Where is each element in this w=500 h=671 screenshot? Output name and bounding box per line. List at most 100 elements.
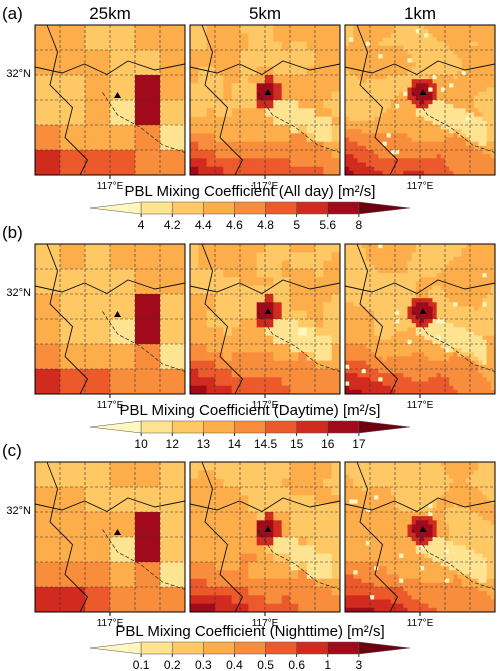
map-cell (407, 145, 412, 151)
map-cell (298, 537, 307, 546)
map-cell (378, 524, 383, 529)
map-cell (345, 141, 350, 147)
map-cell (403, 50, 408, 55)
map-cell (281, 587, 291, 596)
map-cell (449, 373, 454, 378)
map-cell (449, 100, 454, 105)
map-cell (353, 478, 358, 484)
map-cell (190, 587, 199, 596)
map-cell (206, 58, 216, 67)
map-cell (461, 264, 467, 270)
map-cell (399, 54, 404, 59)
map-cell (349, 331, 354, 336)
map-cell (445, 62, 450, 67)
map-cell (390, 285, 396, 291)
map-cell (298, 83, 307, 92)
map-cell (436, 33, 442, 38)
map-cell (390, 112, 396, 117)
map-cell (365, 133, 371, 138)
map-cell (474, 537, 479, 542)
map-cell (470, 507, 475, 513)
map-cell (357, 587, 362, 592)
map-cell (365, 302, 371, 307)
map-cell (206, 269, 216, 278)
map-cell (470, 79, 475, 84)
map-cell (403, 364, 408, 370)
map-cell (370, 125, 375, 130)
map-cell (465, 104, 471, 109)
map-cell (482, 381, 487, 386)
map-cell (436, 549, 442, 554)
map-cell (353, 487, 358, 492)
map-cell (370, 79, 375, 84)
map-cell (298, 66, 307, 76)
map-cell (415, 327, 421, 332)
map-cell (378, 570, 383, 575)
map-cell (365, 162, 371, 167)
map-cell (240, 377, 249, 386)
map-cell (198, 377, 207, 386)
map-cell (206, 260, 216, 270)
map-cell (465, 302, 471, 307)
map-cell (345, 244, 350, 249)
map-cell (298, 327, 307, 336)
map-cell (390, 466, 396, 471)
map-cell (365, 499, 371, 504)
map-cell (323, 83, 332, 92)
map-cell (420, 120, 425, 126)
map-cell (365, 348, 371, 353)
map-cell (428, 87, 433, 92)
map-cell (256, 294, 266, 303)
map-cell (470, 335, 475, 341)
map-cell (395, 289, 400, 295)
map-cell (256, 319, 266, 328)
map-cell (231, 252, 241, 261)
map-cell (420, 45, 425, 51)
map-cell (424, 574, 429, 579)
map-cell (415, 133, 421, 138)
map-cell (449, 507, 454, 513)
map-cell (411, 549, 417, 554)
map-cell (432, 327, 437, 332)
map-cell (256, 244, 266, 253)
map-cell (457, 495, 462, 500)
map-cell (428, 323, 433, 328)
map-cell (478, 557, 483, 563)
map-cell (403, 462, 408, 467)
map-cell (474, 116, 479, 122)
map-cell (457, 474, 462, 479)
map-cell (482, 91, 487, 97)
map-cell (478, 373, 483, 378)
map-cell (436, 133, 442, 138)
map-cell (490, 285, 496, 291)
map-cell (198, 166, 207, 176)
map-cell (374, 269, 379, 274)
map-cell (215, 100, 224, 109)
map-cell (353, 385, 358, 391)
map-cell (457, 100, 462, 105)
map-cell (382, 79, 387, 84)
map-cell (345, 595, 350, 600)
map-cell (370, 470, 375, 475)
map-cell (478, 503, 483, 509)
map-cell (198, 50, 207, 59)
map-cell (215, 369, 224, 378)
map-cell (428, 474, 433, 479)
map-cell (370, 248, 375, 253)
map-cell (349, 474, 354, 479)
map-cell (345, 298, 350, 303)
map-cell (457, 273, 462, 278)
map-cell (457, 302, 462, 307)
map-cell (440, 562, 446, 567)
map-cell (478, 520, 483, 525)
map-cell (403, 248, 408, 253)
map-cell (407, 591, 412, 596)
map-cell (474, 389, 479, 395)
map-cell (490, 120, 496, 126)
map-cell (407, 381, 412, 386)
map-cell (240, 487, 249, 496)
map-cell (478, 277, 483, 282)
map-cell (198, 294, 207, 303)
map-cell (353, 170, 358, 176)
map-cell (461, 70, 467, 76)
